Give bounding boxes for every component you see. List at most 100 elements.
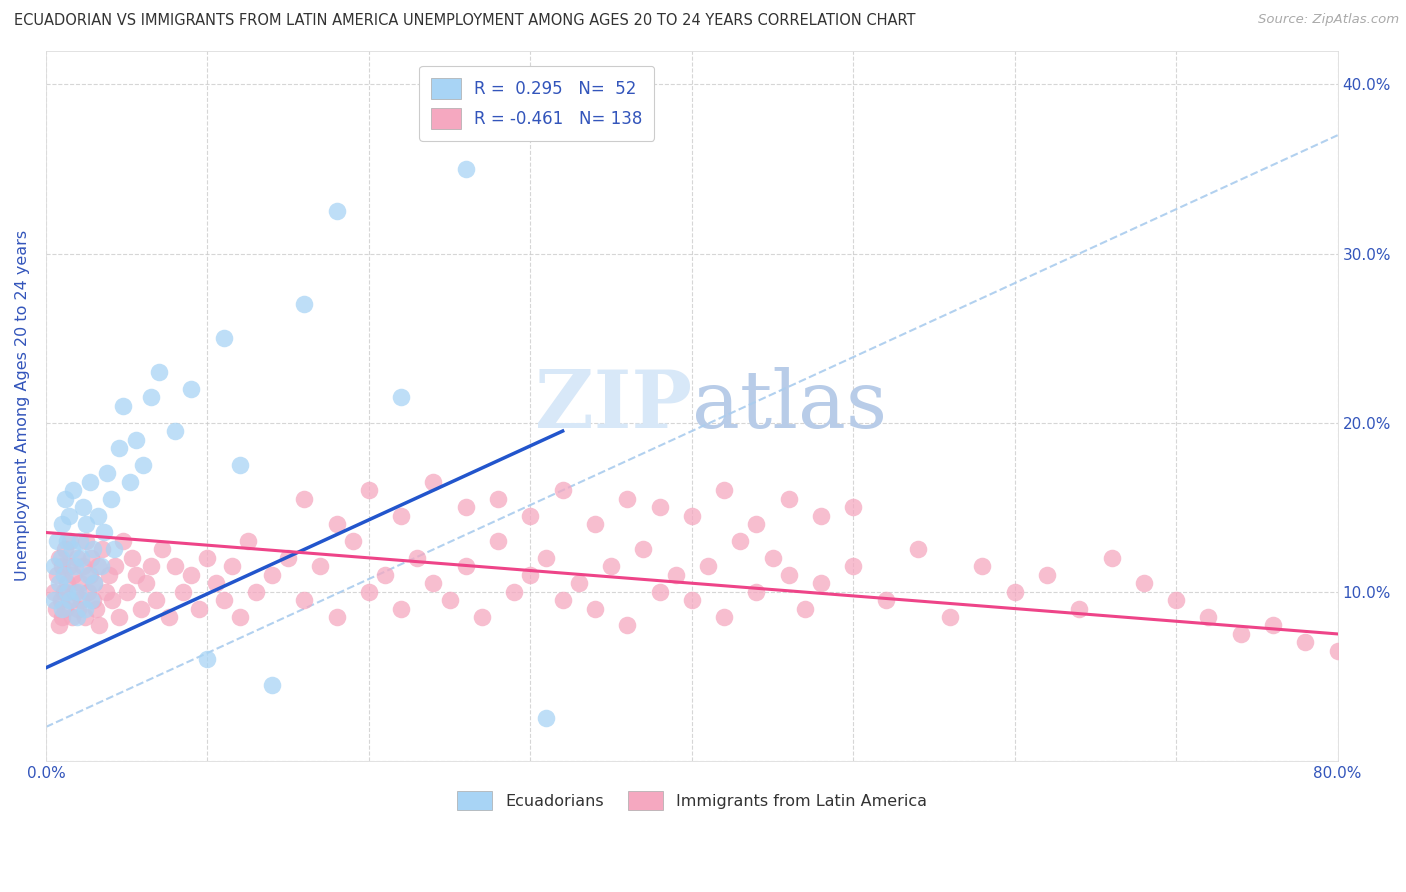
Point bbox=[84, 601, 107, 615]
Point bbox=[148, 365, 170, 379]
Point bbox=[90, 559, 112, 574]
Point bbox=[292, 491, 315, 506]
Point bbox=[536, 711, 558, 725]
Point bbox=[745, 516, 768, 531]
Point bbox=[63, 559, 86, 574]
Text: Source: ZipAtlas.com: Source: ZipAtlas.com bbox=[1258, 13, 1399, 27]
Point bbox=[83, 576, 105, 591]
Point bbox=[342, 533, 364, 548]
Point bbox=[46, 533, 69, 548]
Point bbox=[59, 593, 82, 607]
Point bbox=[180, 382, 202, 396]
Point bbox=[1036, 567, 1059, 582]
Point bbox=[86, 508, 108, 523]
Point bbox=[135, 576, 157, 591]
Point bbox=[93, 525, 115, 540]
Point bbox=[325, 516, 347, 531]
Point bbox=[83, 576, 105, 591]
Point bbox=[389, 390, 412, 404]
Point bbox=[107, 610, 129, 624]
Point bbox=[204, 576, 226, 591]
Point bbox=[1198, 610, 1220, 624]
Point bbox=[551, 483, 574, 498]
Point bbox=[139, 390, 162, 404]
Point bbox=[56, 533, 79, 548]
Point bbox=[374, 567, 396, 582]
Point bbox=[188, 601, 211, 615]
Point bbox=[681, 593, 703, 607]
Point bbox=[713, 610, 735, 624]
Point bbox=[713, 483, 735, 498]
Point bbox=[52, 567, 75, 582]
Point bbox=[42, 593, 65, 607]
Point bbox=[60, 542, 83, 557]
Point bbox=[454, 559, 477, 574]
Point bbox=[42, 559, 65, 574]
Point bbox=[70, 550, 93, 565]
Point bbox=[422, 475, 444, 489]
Point bbox=[486, 533, 509, 548]
Point bbox=[62, 483, 84, 498]
Point bbox=[94, 584, 117, 599]
Point bbox=[80, 593, 103, 607]
Point bbox=[104, 559, 127, 574]
Point bbox=[1069, 601, 1091, 615]
Point bbox=[454, 500, 477, 515]
Point bbox=[406, 550, 429, 565]
Point bbox=[810, 576, 832, 591]
Point bbox=[79, 567, 101, 582]
Point bbox=[80, 550, 103, 565]
Point bbox=[1326, 644, 1348, 658]
Point bbox=[60, 610, 83, 624]
Point bbox=[357, 483, 380, 498]
Point bbox=[681, 508, 703, 523]
Point bbox=[325, 610, 347, 624]
Point bbox=[648, 584, 671, 599]
Text: atlas: atlas bbox=[692, 367, 887, 445]
Point bbox=[48, 576, 70, 591]
Point bbox=[132, 458, 155, 472]
Point bbox=[73, 601, 96, 615]
Point bbox=[277, 550, 299, 565]
Point bbox=[197, 550, 219, 565]
Point bbox=[309, 559, 332, 574]
Legend: Ecuadorians, Immigrants from Latin America: Ecuadorians, Immigrants from Latin Ameri… bbox=[451, 784, 934, 817]
Point bbox=[228, 610, 250, 624]
Point bbox=[67, 584, 90, 599]
Point bbox=[600, 559, 623, 574]
Point bbox=[568, 576, 591, 591]
Point bbox=[842, 559, 865, 574]
Point bbox=[46, 567, 69, 582]
Point bbox=[875, 593, 897, 607]
Point bbox=[245, 584, 267, 599]
Point bbox=[53, 542, 76, 557]
Point bbox=[121, 550, 143, 565]
Point bbox=[86, 559, 108, 574]
Point bbox=[486, 491, 509, 506]
Y-axis label: Unemployment Among Ages 20 to 24 years: Unemployment Among Ages 20 to 24 years bbox=[15, 230, 30, 582]
Point bbox=[51, 559, 73, 574]
Point bbox=[125, 567, 148, 582]
Point bbox=[260, 567, 283, 582]
Point bbox=[197, 652, 219, 666]
Point bbox=[842, 500, 865, 515]
Point bbox=[1358, 652, 1381, 666]
Point bbox=[1004, 584, 1026, 599]
Point bbox=[79, 475, 101, 489]
Point bbox=[172, 584, 194, 599]
Point bbox=[212, 593, 235, 607]
Point bbox=[58, 508, 80, 523]
Point bbox=[697, 559, 720, 574]
Point bbox=[75, 516, 97, 531]
Point bbox=[100, 491, 122, 506]
Point bbox=[69, 533, 91, 548]
Point bbox=[52, 584, 75, 599]
Point bbox=[115, 584, 138, 599]
Point bbox=[761, 550, 783, 565]
Point bbox=[59, 533, 82, 548]
Point bbox=[51, 601, 73, 615]
Point bbox=[67, 601, 90, 615]
Point bbox=[77, 584, 100, 599]
Point bbox=[165, 424, 187, 438]
Point bbox=[66, 550, 89, 565]
